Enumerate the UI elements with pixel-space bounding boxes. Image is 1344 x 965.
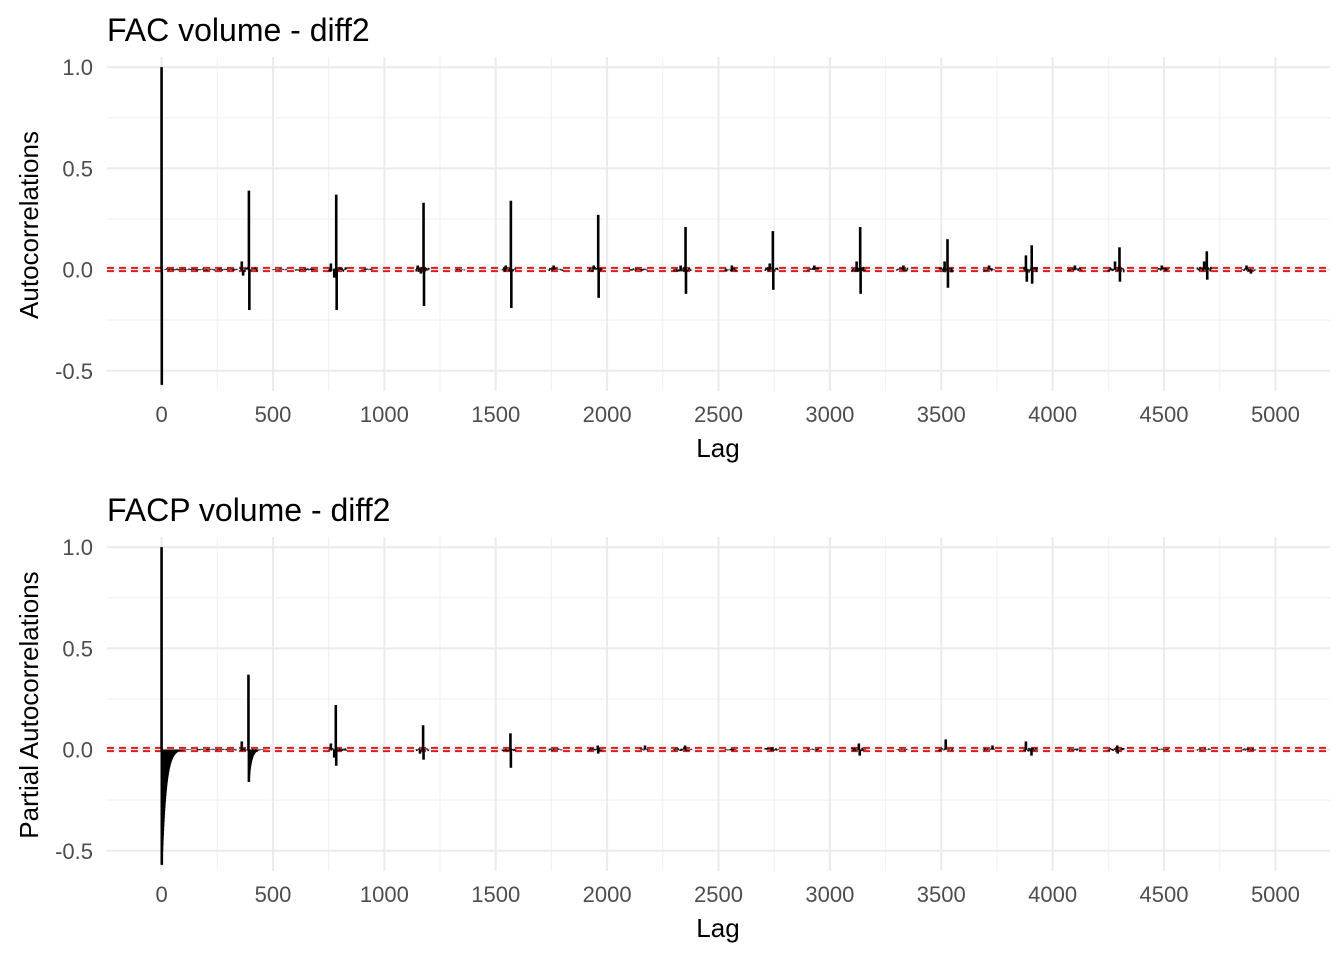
x-tick-label: 4000 — [1028, 882, 1077, 907]
x-tick-label: 3000 — [805, 882, 854, 907]
acf-gridlines — [107, 57, 1330, 391]
acf-panel: FAC volume - diff2 -0.5 0.0 0.5 1.0 0 500 100… — [14, 12, 1330, 463]
x-tick-label: 500 — [255, 882, 292, 907]
pacf-spikes — [160, 547, 1120, 865]
pacf-y-tick-labels: -0.5 0.0 0.5 1.0 — [55, 535, 93, 864]
y-tick-label: 1.0 — [62, 55, 93, 80]
pacf-y-axis-title: Partial Autocorrelations — [14, 571, 44, 838]
x-tick-label: 2500 — [694, 882, 743, 907]
acf-chart-title: FAC volume - diff2 — [107, 12, 370, 48]
y-tick-label: 0.5 — [62, 636, 93, 661]
x-tick-label: 500 — [255, 402, 292, 427]
x-tick-label: 0 — [155, 402, 167, 427]
y-tick-label: 1.0 — [62, 535, 93, 560]
acf-x-axis-title: Lag — [696, 433, 739, 463]
y-tick-label: -0.5 — [55, 359, 93, 384]
x-tick-label: 1500 — [471, 882, 520, 907]
x-tick-label: 5000 — [1251, 882, 1300, 907]
x-tick-label: 1000 — [360, 882, 409, 907]
x-tick-label: 1000 — [360, 402, 409, 427]
y-tick-label: 0.0 — [62, 738, 93, 763]
y-tick-label: 0.0 — [62, 258, 93, 283]
acf-spikes — [160, 67, 1253, 385]
x-tick-label: 3500 — [917, 402, 966, 427]
x-tick-label: 4500 — [1140, 882, 1189, 907]
x-tick-label: 2000 — [583, 882, 632, 907]
x-tick-label: 2000 — [583, 402, 632, 427]
pacf-x-tick-labels: 0 500 1000 1500 2000 2500 3000 3500 4000 4500 5000 — [155, 882, 1299, 907]
x-tick-label: 3500 — [917, 882, 966, 907]
acf-y-tick-labels: -0.5 0.0 0.5 1.0 — [55, 55, 93, 384]
x-tick-label: 5000 — [1251, 402, 1300, 427]
pacf-x-axis-title: Lag — [696, 913, 739, 943]
y-tick-label: -0.5 — [55, 839, 93, 864]
pacf-panel: FACP volume - diff2 -0.5 0.0 0.5 1.0 0 500 10… — [14, 492, 1330, 943]
acf-x-tick-labels: 0 500 1000 1500 2000 2500 3000 3500 4000 4500 5000 — [155, 402, 1299, 427]
pacf-chart-title: FACP volume - diff2 — [107, 492, 390, 528]
x-tick-label: 0 — [155, 882, 167, 907]
x-tick-label: 1500 — [471, 402, 520, 427]
x-tick-label: 3000 — [805, 402, 854, 427]
pacf-gridlines — [107, 537, 1330, 871]
x-tick-label: 4000 — [1028, 402, 1077, 427]
acf-y-axis-title: Autocorrelations — [14, 131, 44, 319]
x-tick-label: 2500 — [694, 402, 743, 427]
y-tick-label: 0.5 — [62, 156, 93, 181]
x-tick-label: 4500 — [1140, 402, 1189, 427]
